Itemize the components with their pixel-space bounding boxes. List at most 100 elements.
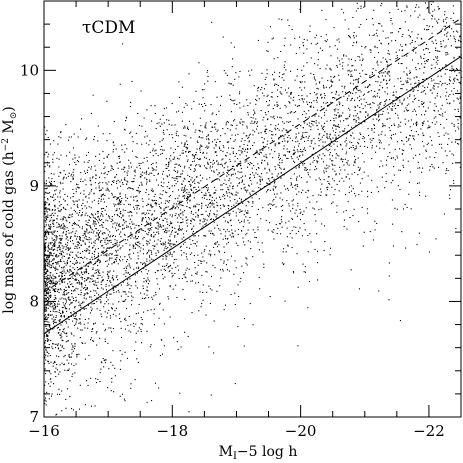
- data-point: [146, 289, 148, 291]
- data-point: [99, 309, 101, 311]
- data-point: [454, 41, 456, 43]
- data-point: [451, 141, 453, 143]
- data-point: [214, 214, 216, 216]
- data-point: [318, 194, 320, 196]
- data-point: [375, 69, 377, 71]
- data-point: [395, 96, 397, 98]
- data-point: [45, 404, 47, 406]
- data-point: [246, 258, 248, 260]
- data-point: [227, 221, 229, 223]
- data-point: [209, 202, 211, 204]
- data-point: [339, 131, 341, 133]
- data-point: [132, 247, 134, 249]
- data-point: [166, 129, 168, 131]
- data-point: [413, 95, 415, 97]
- data-point: [130, 228, 132, 230]
- data-point: [69, 299, 71, 301]
- data-point: [168, 196, 170, 198]
- data-point: [181, 86, 183, 88]
- data-point: [114, 310, 116, 312]
- data-point: [171, 208, 173, 210]
- data-point: [354, 99, 356, 101]
- data-point: [144, 230, 146, 232]
- data-point: [175, 284, 177, 286]
- data-point: [136, 287, 138, 289]
- data-point: [276, 104, 278, 106]
- data-point: [376, 62, 378, 64]
- data-point: [105, 301, 107, 303]
- data-point: [215, 123, 217, 125]
- data-point: [59, 249, 61, 251]
- data-point: [294, 152, 296, 154]
- data-point: [338, 74, 340, 76]
- data-point: [265, 101, 267, 103]
- data-point: [73, 315, 75, 317]
- data-point: [343, 87, 345, 89]
- data-point: [149, 280, 151, 282]
- data-point: [382, 113, 384, 115]
- data-point: [62, 312, 64, 314]
- data-point: [338, 155, 340, 157]
- data-point: [54, 283, 56, 285]
- data-point: [195, 189, 197, 191]
- data-point: [297, 145, 299, 147]
- data-point: [79, 210, 81, 212]
- data-point: [267, 182, 269, 184]
- data-point: [183, 233, 185, 235]
- data-point: [334, 164, 336, 166]
- data-point: [308, 281, 310, 283]
- data-point: [231, 165, 233, 167]
- data-point: [342, 112, 344, 114]
- data-point: [444, 11, 446, 13]
- data-point: [85, 268, 87, 270]
- data-point: [124, 167, 126, 169]
- data-point: [51, 346, 53, 348]
- data-point: [219, 251, 221, 253]
- data-point: [215, 243, 217, 245]
- data-point: [192, 161, 194, 163]
- data-point: [303, 52, 305, 54]
- data-point: [56, 256, 58, 258]
- data-point: [265, 154, 267, 156]
- data-point: [421, 103, 423, 105]
- data-point: [124, 209, 126, 211]
- data-point: [55, 266, 57, 268]
- data-point: [350, 269, 352, 271]
- data-point: [302, 134, 304, 136]
- data-point: [438, 114, 440, 116]
- data-point: [63, 198, 65, 200]
- data-point: [331, 155, 333, 157]
- data-point: [275, 224, 277, 226]
- data-point: [289, 150, 291, 152]
- data-point: [216, 210, 218, 212]
- data-point: [239, 102, 241, 104]
- data-point: [357, 97, 359, 99]
- data-point: [263, 266, 265, 268]
- data-point: [349, 37, 351, 39]
- data-point: [364, 73, 366, 75]
- data-point: [400, 63, 402, 65]
- data-point: [108, 190, 110, 192]
- data-point: [63, 246, 65, 248]
- data-point: [147, 283, 149, 285]
- data-point: [163, 345, 165, 347]
- data-point: [205, 124, 207, 126]
- data-point: [280, 205, 282, 207]
- data-point: [334, 140, 336, 142]
- data-point: [102, 226, 104, 228]
- data-point: [69, 380, 71, 382]
- data-point: [100, 302, 102, 304]
- data-point: [162, 273, 164, 275]
- data-point: [162, 171, 164, 173]
- data-point: [50, 310, 52, 312]
- data-point: [137, 225, 139, 227]
- data-point: [51, 314, 53, 316]
- data-point: [201, 205, 203, 207]
- data-point: [226, 243, 228, 245]
- data-point: [115, 291, 117, 293]
- data-point: [254, 111, 256, 113]
- data-point: [281, 19, 283, 21]
- data-point: [385, 37, 387, 39]
- data-point: [423, 78, 425, 80]
- data-point: [154, 202, 156, 204]
